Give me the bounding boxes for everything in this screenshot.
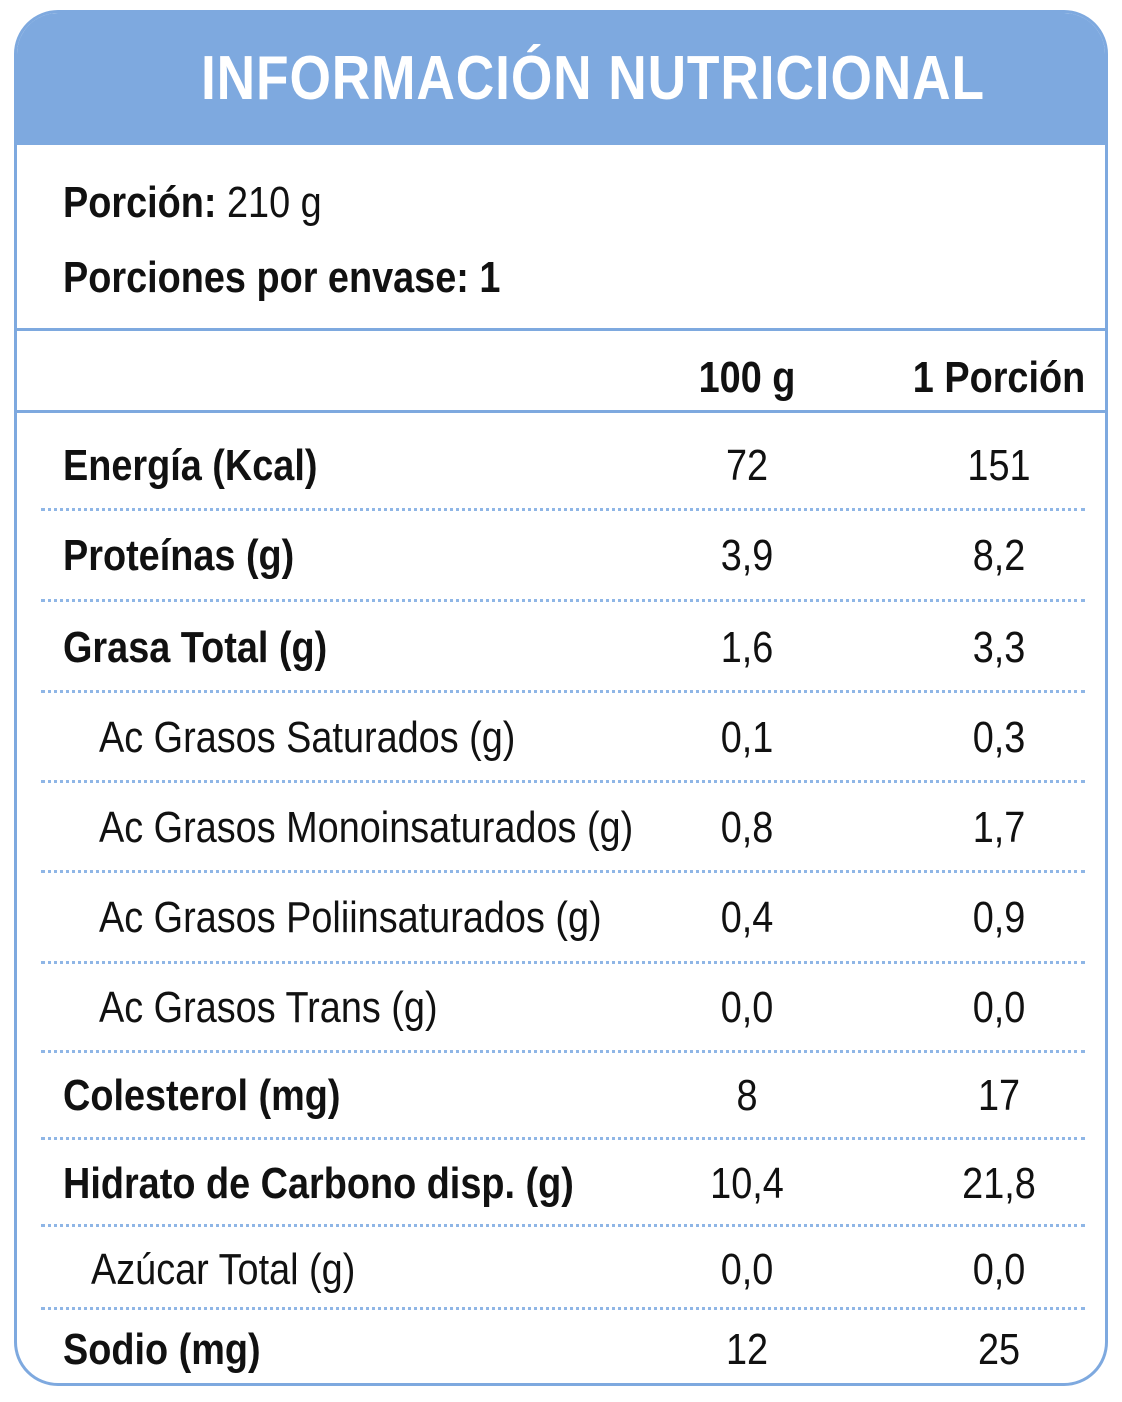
- serving-size-label: Porción:: [63, 178, 217, 227]
- value-per-portion: 0,9: [972, 893, 1026, 942]
- nutrient-name: Hidrato de Carbono disp. (g): [63, 1159, 574, 1208]
- nutrient-name: Ac Grasos Monoinsaturados (g): [99, 803, 634, 852]
- serving-size: Porción: 210 g: [63, 178, 322, 228]
- value-per-100g: 72: [725, 441, 769, 490]
- nutrient-name: Ac Grasos Saturados (g): [99, 713, 516, 762]
- value-per-portion: 1,7: [972, 803, 1026, 852]
- row-separator: [41, 870, 1085, 873]
- nutrient-name: Sodio (mg): [63, 1325, 261, 1374]
- page-title: INFORMACIÓN NUTRICIONAL: [200, 44, 985, 113]
- value-per-portion: 8,2: [972, 531, 1026, 580]
- servings-per-container-value: 1: [479, 253, 501, 302]
- value-per-100g: 3,9: [720, 531, 774, 580]
- servings-per-container-label: Porciones por envase:: [63, 253, 469, 302]
- value-per-100g: 0,0: [720, 983, 774, 1032]
- row-separator: [41, 1050, 1085, 1053]
- value-per-portion: 17: [977, 1071, 1021, 1120]
- row-separator: [41, 599, 1085, 602]
- value-per-100g: 0,4: [720, 893, 774, 942]
- value-per-portion: 0,3: [972, 713, 1026, 762]
- nutrient-name: Energía (Kcal): [63, 441, 318, 490]
- value-per-100g: 0,0: [720, 1245, 774, 1294]
- servings-per-container: Porciones por envase: 1: [63, 253, 500, 303]
- value-per-portion: 25: [977, 1325, 1021, 1374]
- value-per-portion: 3,3: [972, 623, 1026, 672]
- serving-size-value: 210 g: [226, 178, 322, 227]
- value-per-100g: 10,4: [710, 1159, 784, 1208]
- row-separator: [41, 1224, 1085, 1227]
- value-per-100g: 8: [736, 1071, 758, 1120]
- nutrient-name: Proteínas (g): [63, 531, 295, 580]
- title-bar: INFORMACIÓN NUTRICIONAL: [17, 13, 1105, 145]
- column-header-100g: 100 g: [698, 353, 796, 402]
- row-separator: [41, 1307, 1085, 1310]
- value-per-100g: 0,1: [720, 713, 774, 762]
- value-per-portion: 0,0: [972, 983, 1026, 1032]
- nutrient-name: Ac Grasos Poliinsaturados (g): [99, 893, 602, 942]
- row-separator: [41, 690, 1085, 693]
- nutrient-name: Azúcar Total (g): [91, 1245, 356, 1294]
- header-divider: [17, 410, 1105, 413]
- nutrient-name: Ac Grasos Trans (g): [99, 983, 438, 1032]
- row-separator: [41, 1137, 1085, 1140]
- value-per-100g: 1,6: [720, 623, 774, 672]
- value-per-100g: 12: [725, 1325, 769, 1374]
- nutrient-name: Grasa Total (g): [63, 623, 328, 672]
- row-separator: [41, 508, 1085, 511]
- nutrient-name: Colesterol (mg): [63, 1071, 341, 1120]
- column-header-portion: 1 Porción: [912, 353, 1086, 402]
- row-separator: [41, 961, 1085, 964]
- value-per-portion: 151: [967, 441, 1031, 490]
- row-separator: [41, 780, 1085, 783]
- value-per-100g: 0,8: [720, 803, 774, 852]
- value-per-portion: 0,0: [972, 1245, 1026, 1294]
- value-per-portion: 21,8: [962, 1159, 1036, 1208]
- nutrition-facts-panel: INFORMACIÓN NUTRICIONAL Porción: 210 g P…: [14, 10, 1108, 1386]
- section-divider: [17, 328, 1105, 331]
